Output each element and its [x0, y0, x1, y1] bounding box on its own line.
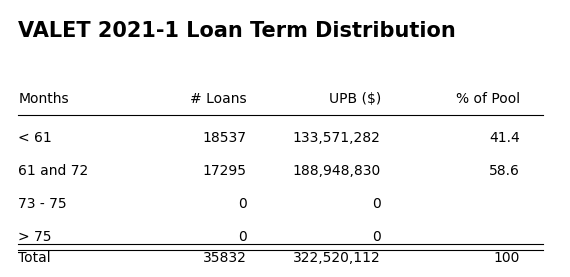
- Text: Months: Months: [18, 92, 69, 106]
- Text: 58.6: 58.6: [490, 165, 520, 178]
- Text: 322,520,112: 322,520,112: [293, 251, 381, 265]
- Text: UPB ($): UPB ($): [328, 92, 381, 106]
- Text: < 61: < 61: [18, 132, 52, 145]
- Text: 100: 100: [494, 251, 520, 265]
- Text: > 75: > 75: [18, 230, 52, 244]
- Text: 0: 0: [238, 230, 247, 244]
- Text: VALET 2021-1 Loan Term Distribution: VALET 2021-1 Loan Term Distribution: [18, 20, 456, 41]
- Text: 0: 0: [238, 197, 247, 211]
- Text: 133,571,282: 133,571,282: [293, 132, 381, 145]
- Text: 41.4: 41.4: [490, 132, 520, 145]
- Text: Total: Total: [18, 251, 51, 265]
- Text: 18537: 18537: [203, 132, 247, 145]
- Text: 35832: 35832: [203, 251, 247, 265]
- Text: 0: 0: [372, 230, 381, 244]
- Text: 73 - 75: 73 - 75: [18, 197, 67, 211]
- Text: 17295: 17295: [203, 165, 247, 178]
- Text: 188,948,830: 188,948,830: [292, 165, 381, 178]
- Text: 61 and 72: 61 and 72: [18, 165, 88, 178]
- Text: % of Pool: % of Pool: [456, 92, 520, 106]
- Text: # Loans: # Loans: [190, 92, 247, 106]
- Text: 0: 0: [372, 197, 381, 211]
